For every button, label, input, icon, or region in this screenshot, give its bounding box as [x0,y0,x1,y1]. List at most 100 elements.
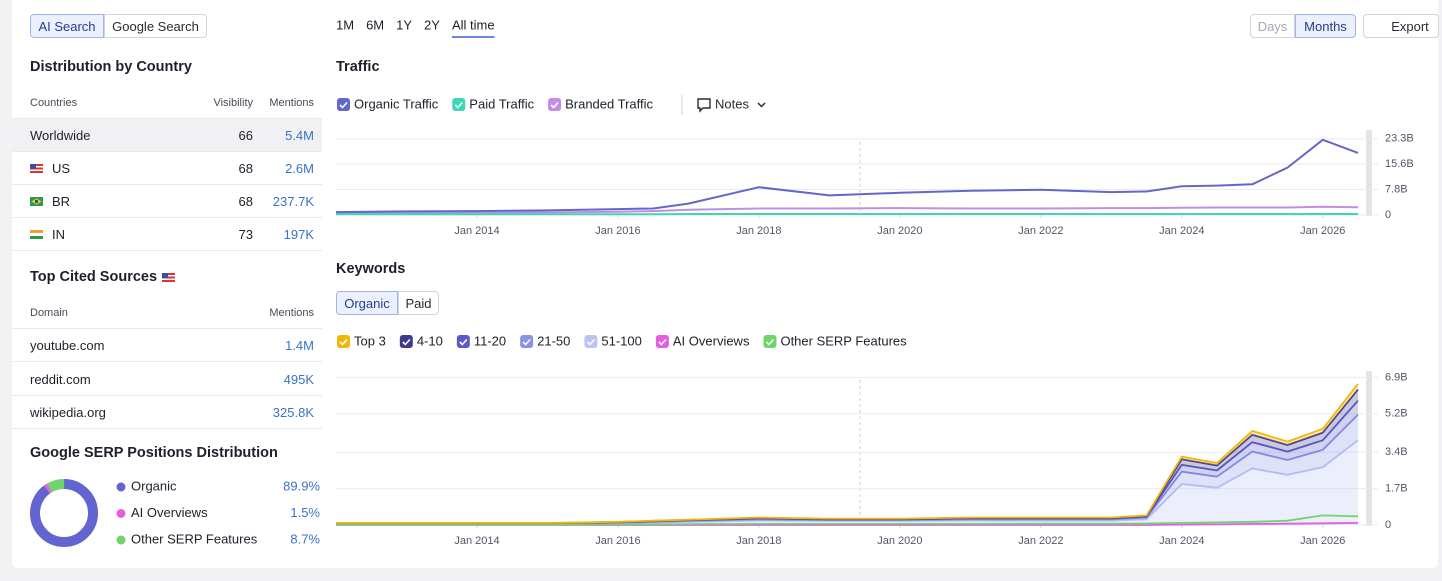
legend-item[interactable]: Branded Traffic [548,96,654,111]
legend-item[interactable]: Paid Traffic [452,96,535,111]
column-header: Mentions [269,97,314,109]
section-title: Distribution by Country [30,59,192,75]
area [336,440,1358,525]
export-button[interactable]: Export [1363,14,1439,38]
visibility: 68 [238,161,253,176]
column-header: Domain [30,307,68,319]
x-tick-label: Jan 2026 [1300,535,1345,547]
notes-icon [697,98,711,113]
legend-label: Other SERP Features [131,531,258,546]
legend-dot [116,509,126,518]
tab-button[interactable]: AI Search [30,14,104,38]
x-tick-label: Jan 2022 [1018,225,1063,237]
range-handle [1366,371,1372,526]
notes-button[interactable]: Notes [697,96,766,113]
country-name: IN [52,227,65,242]
x-tick-label: Jan 2018 [736,535,781,547]
legend-item[interactable]: 21-50 [520,333,570,348]
x-tick-label: Jan 2018 [736,225,781,237]
time-range[interactable]: 2Y [424,17,440,32]
x-tick-label: Jan 2020 [877,225,922,237]
mentions[interactable]: 1.4M [285,338,314,353]
legend-dot [116,535,126,545]
x-tick-label: Jan 2026 [1300,225,1345,237]
table-row[interactable]: BR 68 237.7K [12,185,322,218]
check-mark [550,101,559,109]
visibility: 68 [238,194,253,209]
domain: wikipedia.org [30,405,106,420]
check-mark [402,338,411,346]
table-row[interactable]: reddit.com 495K [12,363,322,396]
y-tick-label: 6.9B [1385,371,1408,383]
legend-item[interactable]: Other SERP Features [763,333,907,348]
x-tick-label: Jan 2020 [877,535,922,547]
card [12,0,1438,568]
time-range[interactable]: 1M [336,17,354,32]
check-mark [339,101,348,109]
legend-item[interactable]: 11-20 [456,333,506,348]
legend-label: Organic [131,478,177,493]
granularity-button[interactable]: Months [1295,14,1356,38]
mentions[interactable]: 5.4M [285,128,314,143]
legend-checkbox [520,335,534,348]
legend-label: 4-10 [417,333,443,348]
domain: reddit.com [30,371,91,387]
y-tick-label: 5.2B [1385,408,1408,420]
column-header: Mentions [269,307,314,319]
legend-item[interactable]: Top 3 [337,333,386,348]
table-row[interactable]: youtube.com 1.4M [12,329,322,362]
legend-label: Branded Traffic [565,96,653,111]
section-title: Top Cited Sources [30,269,158,285]
granularity-button[interactable]: Days [1250,14,1295,38]
legend-checkbox [763,335,777,348]
keyword-tab[interactable]: Paid [398,291,439,315]
y-tick-label: 1.7B [1385,483,1408,495]
legend-checkbox [548,98,562,111]
legend-checkbox [452,98,466,111]
tab-button[interactable]: Google Search [104,14,207,38]
check-mark [765,338,775,346]
legend-item[interactable]: AI Overviews [655,333,750,348]
mentions[interactable]: 2.6M [285,161,314,176]
table-row[interactable]: US 68 2.6M [12,152,322,185]
table-row[interactable]: Worldwide 66 5.4M [12,119,322,152]
mentions[interactable]: 495K [283,371,314,387]
mentions[interactable]: 237.7K [272,194,314,209]
check-mark [459,338,468,346]
keyword-tab[interactable]: Organic [336,291,398,315]
legend-label: Organic Traffic [354,96,439,111]
time-range[interactable]: 6M [366,17,384,32]
legend-label: Paid Traffic [469,96,534,111]
legend-value: 89.9% [283,478,320,493]
legend-label: 11-20 [474,333,506,348]
time-range[interactable]: 1Y [396,17,412,32]
y-tick-label: 7.8B [1385,183,1408,195]
legend-checkbox [584,335,598,348]
legend-value: 8.7% [290,531,320,546]
visibility: 66 [238,128,253,143]
table-row[interactable]: IN 73 197K [12,218,322,251]
mentions[interactable]: 325.8K [272,405,314,420]
domain: youtube.com [30,338,105,353]
section-title: Google SERP Positions Distribution [30,445,278,461]
legend-checkbox [337,335,350,348]
divider [12,118,322,119]
x-tick-label: Jan 2024 [1159,535,1204,547]
legend-item[interactable]: 51-100 [584,333,642,348]
legend-checkbox [456,335,470,348]
legend-item[interactable]: Organic Traffic [337,96,439,111]
flag-us [30,164,43,173]
table-row[interactable]: wikipedia.org 325.8K [12,396,322,429]
check-mark [586,338,595,346]
time-range[interactable]: All time [452,17,495,32]
mentions[interactable]: 197K [283,227,314,242]
x-tick-label: Jan 2014 [454,225,499,237]
x-tick-label: Jan 2016 [595,225,640,237]
x-tick-label: Jan 2016 [595,535,640,547]
check-mark [339,338,348,346]
legend-checkbox [399,335,413,348]
section-title: Traffic [336,59,380,75]
legend-item[interactable]: 4-10 [399,333,443,348]
